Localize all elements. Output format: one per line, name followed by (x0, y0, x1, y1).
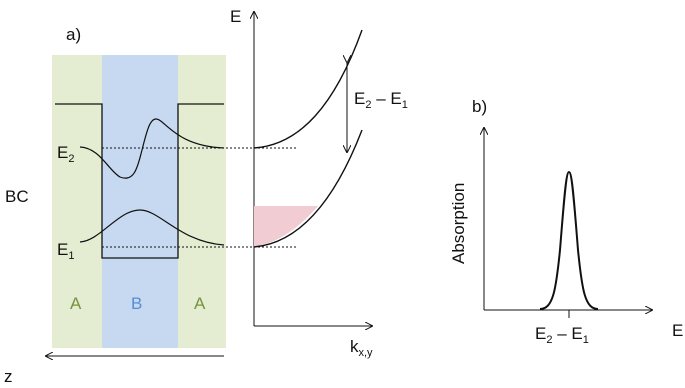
wavefunction-e1 (79, 209, 225, 246)
region-label-b: B (131, 294, 142, 313)
energy-axis-label: E (672, 321, 683, 340)
wavefunction-e2 (79, 118, 225, 179)
well-region (102, 55, 178, 348)
subband-e2-parabola (253, 29, 363, 149)
e-axis-label: E (230, 7, 241, 26)
subband-e1-parabola (253, 129, 363, 248)
absorption-peak (539, 170, 599, 310)
region-label-a-right: A (194, 294, 206, 313)
panel-a-label: a) (66, 25, 81, 44)
z-axis-label: z (4, 367, 13, 386)
level-label-e2: E2 (57, 143, 74, 165)
level-label-e1: E1 (57, 240, 74, 262)
transition-energy-label: E2 – E1 (354, 89, 408, 111)
absorption-axis-label: Absorption (449, 183, 468, 264)
panel-b-label: b) (472, 97, 487, 116)
occupied-states-shade (254, 206, 318, 247)
peak-energy-label: E2 – E1 (535, 324, 589, 346)
k-axis-label: kx,y (350, 337, 373, 359)
region-label-a-left: A (70, 294, 82, 313)
band-profile (55, 103, 224, 259)
band-label: BC (5, 187, 29, 206)
